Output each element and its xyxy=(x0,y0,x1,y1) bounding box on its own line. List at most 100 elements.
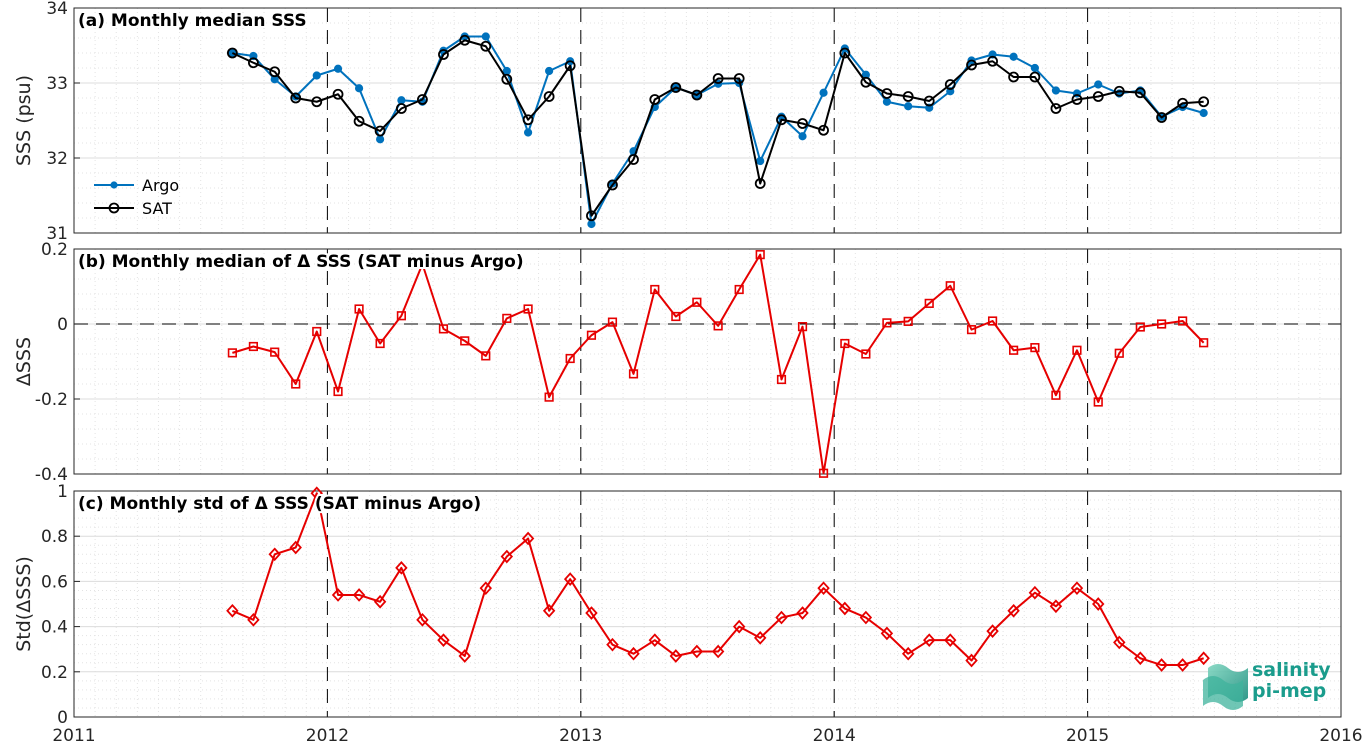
series-c-point xyxy=(542,603,556,618)
y-tick-label: 0 xyxy=(57,315,68,335)
series-argo-point xyxy=(819,88,828,97)
y-tick-label: 0.4 xyxy=(41,618,68,638)
series-c-point xyxy=(585,606,598,620)
series-c-point xyxy=(352,588,366,602)
panel-title: (c) Monthly std of Δ SSS (SAT minus Argo… xyxy=(78,494,481,514)
series-argo-point xyxy=(1199,108,1208,118)
series-sat-point xyxy=(733,73,745,84)
series-c-point xyxy=(521,531,535,546)
y-tick-label: 0.2 xyxy=(41,240,68,260)
series-sat-point xyxy=(374,125,386,137)
legend-label-sat: SAT xyxy=(142,199,172,218)
x-tick-label: 2011 xyxy=(52,726,95,745)
series-c-point xyxy=(690,644,704,659)
series-b-point xyxy=(671,311,681,322)
series-sat-point xyxy=(417,94,428,105)
series-c-point xyxy=(606,637,619,652)
series-argo-point xyxy=(756,156,765,166)
series-argo-point xyxy=(481,32,490,41)
series-b-point xyxy=(650,284,660,295)
series-sat-point xyxy=(1071,94,1083,105)
series-c-point xyxy=(944,633,957,647)
series-c-point xyxy=(1155,658,1168,672)
series-b-point xyxy=(291,379,301,389)
series-b-point xyxy=(692,297,702,307)
series-sat-point xyxy=(1050,103,1062,114)
series-c-point xyxy=(563,572,577,586)
y-tick-label: -0.2 xyxy=(35,390,68,410)
series-c-point xyxy=(1134,651,1147,666)
series-c-point xyxy=(373,594,387,609)
series-b-point xyxy=(481,351,491,361)
series-c-point xyxy=(1113,635,1126,650)
series-sat-point xyxy=(628,154,639,165)
series-sat-point xyxy=(839,47,851,59)
series-sat-point xyxy=(649,94,661,105)
series-c-point xyxy=(458,649,471,663)
panel-a: 31 32 33 34 SSS (psu) (a) Monthly median SSS A… xyxy=(13,0,1342,244)
series-c-point xyxy=(1049,599,1063,614)
series-b-line xyxy=(232,253,1205,475)
x-tick-label: 2012 xyxy=(306,726,349,745)
series-argo-point xyxy=(523,128,533,137)
x-axis: 2011 2012 2013 2014 2015 2016 xyxy=(52,726,1362,746)
series-c-point xyxy=(732,619,746,634)
series-c-point xyxy=(1007,603,1020,618)
series-sat-point xyxy=(543,91,555,102)
series-c-point xyxy=(711,644,725,659)
series-sat-point xyxy=(1113,85,1125,97)
series-b-point xyxy=(924,298,934,308)
series-b-point xyxy=(987,316,998,326)
series-c-point xyxy=(479,581,492,596)
y-tick-label: 31 xyxy=(46,224,68,244)
series-argo-point xyxy=(312,71,321,80)
series-sat-point xyxy=(607,179,618,191)
x-tick-label: 2015 xyxy=(1066,726,1109,745)
legend: Argo SAT xyxy=(94,176,179,218)
y-tick-label: 0.2 xyxy=(41,663,68,683)
series-c-point xyxy=(901,646,915,661)
series-b-point xyxy=(460,336,470,346)
series-b-point xyxy=(1156,319,1167,329)
series-c-point xyxy=(226,603,239,618)
series-b-point xyxy=(840,338,850,349)
series-b-point xyxy=(248,341,259,352)
series-c-point xyxy=(1197,651,1210,666)
x-tick-label: 2016 xyxy=(1319,726,1362,745)
series-sat-point xyxy=(712,73,724,84)
series-sat-point xyxy=(944,79,956,90)
y-tick-label: 32 xyxy=(46,149,68,169)
series-b-point xyxy=(607,317,618,327)
series-b-point xyxy=(1178,316,1188,326)
series-sat-point xyxy=(395,103,407,114)
series-c-point xyxy=(268,547,281,562)
series-argo-point xyxy=(333,64,343,73)
y-axis-label: Std(ΔSSS) xyxy=(13,556,35,652)
series-c-point xyxy=(965,653,978,668)
y-tick-label: 34 xyxy=(46,0,68,19)
series-sat-point xyxy=(1198,96,1210,108)
panel-title: (a) Monthly median SSS xyxy=(78,11,307,31)
series-sat-point xyxy=(797,118,808,129)
y-axis-label: ΔSSS xyxy=(13,337,35,386)
legend-marker-argo xyxy=(110,181,118,189)
series-sat-point xyxy=(480,40,492,52)
series-argo-point xyxy=(1051,86,1061,95)
series-sat-point xyxy=(248,57,259,69)
series-sat-point xyxy=(754,178,766,189)
series-argo-point xyxy=(1030,63,1039,73)
series-sat-point xyxy=(353,115,365,127)
series-b-point xyxy=(776,374,787,385)
y-axis-label: SSS (psu) xyxy=(13,75,35,166)
series-sat-point xyxy=(459,34,471,46)
series-sat-point xyxy=(332,88,344,100)
series-argo-point xyxy=(1009,52,1018,61)
series-b-point xyxy=(396,311,406,321)
series-b-point xyxy=(1051,390,1061,400)
series-sat-point xyxy=(881,88,893,99)
series-argo-point xyxy=(354,84,364,93)
panel-b: -0.4 -0.2 0 0.2 ΔSSS (b) Monthly median of Δ … xyxy=(13,240,1342,485)
legend-label-argo: Argo xyxy=(142,176,179,195)
series-argo-point xyxy=(587,219,596,229)
series-b-point xyxy=(354,304,364,314)
